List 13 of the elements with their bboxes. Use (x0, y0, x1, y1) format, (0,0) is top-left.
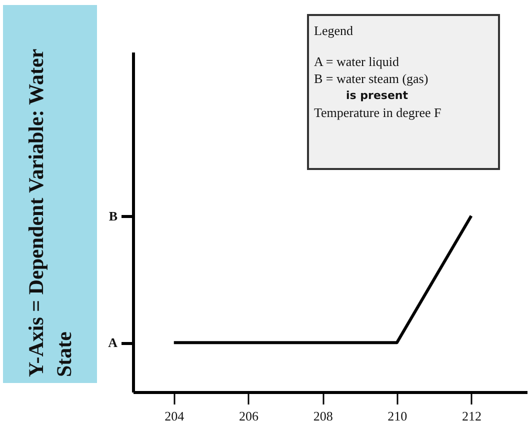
x-tick-label: 206 (238, 408, 259, 424)
y-axis-title: Y-Axis = Dependent Variable: Water State (23, 48, 77, 377)
text: Temperature in degree F (314, 104, 442, 121)
x-tick-label: 204 (164, 408, 185, 424)
x-tick-label: 212 (462, 408, 482, 424)
text: Legend (314, 22, 354, 39)
text: B = water steam (gas) (314, 70, 430, 87)
text: A = water liquid (314, 53, 400, 70)
x-tick-label: 208 (313, 408, 333, 424)
text: B (108, 208, 118, 224)
text: A (108, 335, 118, 350)
text: is present (345, 88, 410, 104)
x-tick-label: 210 (388, 408, 408, 424)
